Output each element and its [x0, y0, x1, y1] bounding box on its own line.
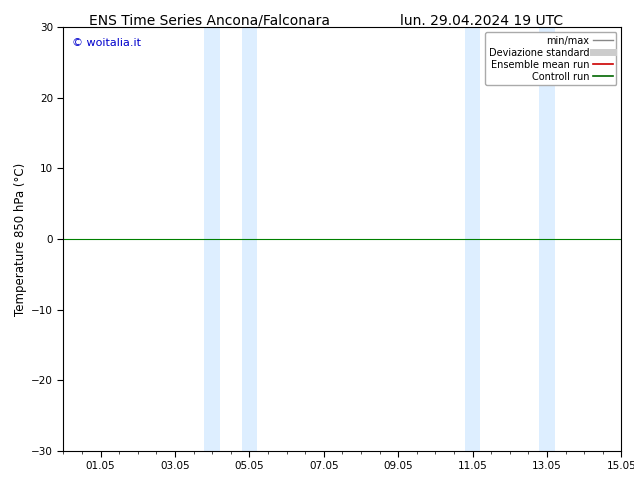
Legend: min/max, Deviazione standard, Ensemble mean run, Controll run: min/max, Deviazione standard, Ensemble m…	[485, 32, 616, 85]
Y-axis label: Temperature 850 hPa (°C): Temperature 850 hPa (°C)	[14, 162, 27, 316]
Text: © woitalia.it: © woitalia.it	[72, 38, 141, 48]
Bar	[465, 27, 481, 451]
Bar	[539, 27, 555, 451]
Bar	[242, 27, 257, 451]
Text: lun. 29.04.2024 19 UTC: lun. 29.04.2024 19 UTC	[400, 14, 564, 28]
Bar	[204, 27, 220, 451]
Text: ENS Time Series Ancona/Falconara: ENS Time Series Ancona/Falconara	[89, 14, 330, 28]
